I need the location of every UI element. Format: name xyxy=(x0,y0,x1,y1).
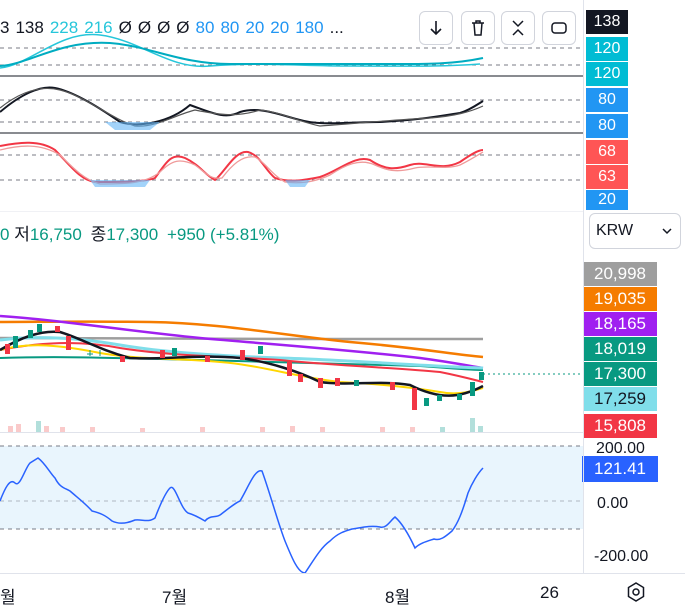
price-badge: 20,998 xyxy=(583,262,657,286)
gear-icon xyxy=(627,582,645,602)
currency-value: KRW xyxy=(596,222,634,239)
settings-button[interactable] xyxy=(624,580,648,604)
x-label-0: 월 xyxy=(0,588,16,607)
indicator-value: Ø xyxy=(157,18,171,37)
indicator-value: Ø xyxy=(137,18,152,37)
price-badge: 18,165 xyxy=(583,312,657,336)
price-badge: 18,019 xyxy=(583,337,657,361)
badge-p1-b: 120 xyxy=(586,37,628,61)
time-axis-line xyxy=(0,573,685,574)
maximize-icon xyxy=(551,22,567,34)
chevron-down-icon xyxy=(662,228,672,235)
badge-p2-a: 80 xyxy=(586,88,628,112)
x-label-1: 7월 xyxy=(162,588,188,607)
ohlc-legend: 0 저16,750 종17,300 +950 (+5.81%) xyxy=(0,220,279,245)
legend-close-label: 종 xyxy=(90,225,107,244)
currency-select[interactable]: KRW xyxy=(589,213,681,249)
badge-p3-c: 20 xyxy=(586,190,628,210)
indicator-value: ... xyxy=(329,18,344,37)
badge-p2-b: 80 xyxy=(586,114,628,138)
badge-p3-b: 63 xyxy=(586,165,628,189)
indicator-value: 3 xyxy=(0,18,10,37)
legend-close-value: 17,300 xyxy=(106,225,159,244)
price-badge: 19,035 xyxy=(583,287,657,311)
badge-p1-a: 138 xyxy=(586,10,628,34)
indicator-values-row: 3 138 228 216 Ø Ø Ø Ø 80 80 20 20 180... xyxy=(0,18,350,40)
price-badge: 17,300 xyxy=(583,362,657,386)
indicator-value: 216 xyxy=(84,18,113,37)
collapse-icon xyxy=(512,20,524,36)
maximize-pane-button[interactable] xyxy=(542,11,576,45)
arrow-down-icon xyxy=(430,21,442,36)
legend-change: +950 xyxy=(166,225,206,244)
legend-change-pct: (+5.81%) xyxy=(209,225,280,244)
candles xyxy=(5,324,484,410)
move-down-button[interactable] xyxy=(419,11,453,45)
delete-pane-button[interactable] xyxy=(461,11,495,45)
indicator-value: Ø xyxy=(176,18,190,37)
indicator-value: 80 xyxy=(195,18,215,37)
badge-p3-a: 68 xyxy=(586,140,628,164)
indicator-value: 20 xyxy=(245,18,265,37)
legend-low-label: 저 xyxy=(14,225,30,244)
trash-icon xyxy=(472,20,484,36)
indicator-value: 180 xyxy=(295,18,324,37)
cci-axis-0: 0.00 xyxy=(597,495,629,512)
legend-low-value: 16,750 xyxy=(29,225,82,244)
indicator-value: 80 xyxy=(220,18,240,37)
x-label-2: 8월 xyxy=(385,588,411,607)
pane-separator xyxy=(0,432,584,433)
x-label-3: 26 xyxy=(540,583,559,602)
price-badge: 15,808 xyxy=(583,414,657,438)
price-chart xyxy=(0,314,584,432)
cci-axis-200: 200.00 xyxy=(596,440,645,457)
indicator-panes xyxy=(0,33,584,212)
axis-divider xyxy=(583,0,584,573)
cci-current-badge: 121.41 xyxy=(582,456,658,482)
legend-prefix: 0 xyxy=(0,225,10,244)
indicator-value: 228 xyxy=(49,18,79,37)
badge-p1-c: 120 xyxy=(586,62,628,86)
indicator-value: 138 xyxy=(15,18,44,37)
cci-axis-neg200: -200.00 xyxy=(594,548,649,565)
price-badge: 17,259 xyxy=(583,387,657,411)
indicator-value: 20 xyxy=(270,18,290,37)
collapse-pane-button[interactable] xyxy=(501,11,535,45)
indicator-value: Ø xyxy=(118,18,132,37)
cci-chart xyxy=(0,445,584,573)
